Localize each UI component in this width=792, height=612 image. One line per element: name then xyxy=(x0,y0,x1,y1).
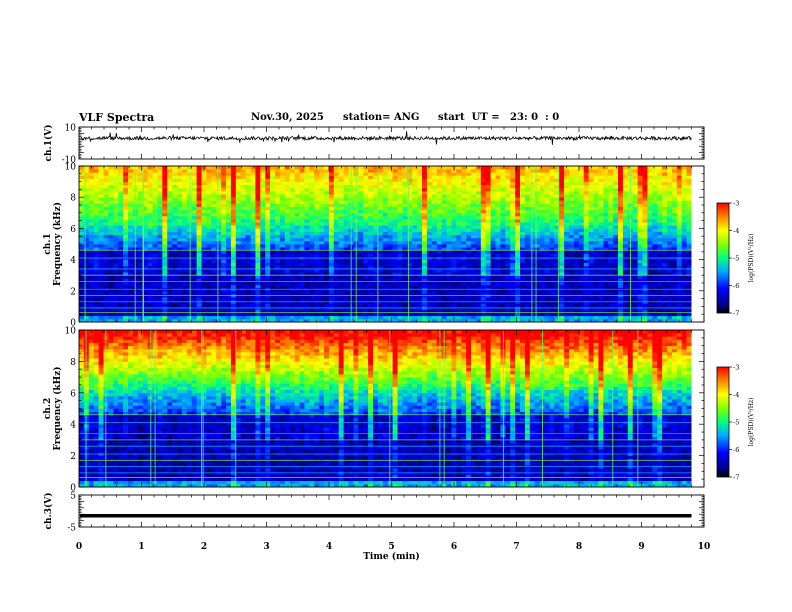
colorbar-tick-label: -3 xyxy=(733,200,739,208)
colorbar-tick-label: -3 xyxy=(733,364,739,372)
ytick-label-ch2-spectrogram: 8 xyxy=(70,358,76,368)
ytick-label-ch2-spectrogram: 0 xyxy=(70,484,76,494)
ytick-label-ch1-spectrogram: 4 xyxy=(70,256,76,266)
ytick-label-ch1-spectrogram: 6 xyxy=(70,225,76,235)
xtick-label: 0 xyxy=(76,542,82,552)
colorbar-label: log(PSD)(V²/Hz) xyxy=(748,398,755,447)
colorbar-tick-label: -6 xyxy=(733,282,739,290)
date-label: Nov.30, 2025 xyxy=(251,112,324,123)
ytick-label-ch1-spectrogram: 2 xyxy=(70,287,76,297)
ytick-label-ch1-waveform: 10 xyxy=(65,124,77,134)
ytick-label-ch1-spectrogram: 8 xyxy=(70,194,76,204)
xtick-label: 10 xyxy=(698,542,711,552)
ytick-label-ch3-waveform: -5 xyxy=(67,524,76,534)
colorbar-tick-label: -7 xyxy=(733,310,739,318)
x-axis-label: Time (min) xyxy=(363,551,420,562)
xtick-label: 1 xyxy=(138,542,144,552)
ytick-label-ch2-spectrogram: 2 xyxy=(70,452,76,462)
colorbar-tick-label: -5 xyxy=(733,419,739,427)
ylabel-ch1-waveform: ch.1(V) xyxy=(43,125,54,162)
xtick-label: 2 xyxy=(201,542,207,552)
ytick-label-ch2-spectrogram: 10 xyxy=(65,327,77,337)
xtick-label: 3 xyxy=(263,542,269,552)
ylabel-ch1-spectrogram: Frequency (kHz) xyxy=(52,202,63,286)
ylabel-ch2-spectrogram: Frequency (kHz) xyxy=(52,366,63,450)
xtick-label: 6 xyxy=(451,542,457,552)
xtick-label: 5 xyxy=(388,542,394,552)
colorbar-tick-label: -4 xyxy=(733,227,739,235)
channel-label-ch1-spectrogram: ch.1 xyxy=(43,233,53,254)
ytick-label-ch1-spectrogram: 0 xyxy=(70,319,76,329)
ch2-spectrogram xyxy=(79,330,704,488)
station-label: station= ANG xyxy=(343,112,420,123)
xtick-label: 8 xyxy=(576,542,582,552)
ch1-waveform-trace xyxy=(80,131,692,145)
colorbar-tick-label: -4 xyxy=(733,391,739,399)
start-time-label: start UT = 23: 0 : 0 xyxy=(438,112,560,123)
colorbar-tick-label: -5 xyxy=(733,255,739,263)
ytick-label-ch3-waveform: 5 xyxy=(70,492,76,502)
ytick-label-ch2-spectrogram: 6 xyxy=(70,389,76,399)
xtick-label: 9 xyxy=(638,542,644,552)
ch1-colorbar: -3 -4 -5 -6 -7 log(PSD)(V²/Hz) xyxy=(716,200,755,318)
ch1-spectrogram xyxy=(79,166,704,323)
colorbar-tick-label: -6 xyxy=(733,446,739,454)
colorbar-scale xyxy=(716,202,730,314)
ytick-label-ch1-spectrogram: 10 xyxy=(65,163,77,173)
xtick-label: 4 xyxy=(326,542,332,552)
colorbar-tick-label: -7 xyxy=(733,474,739,482)
figure-title: VLF Spectra xyxy=(79,111,155,124)
xtick-label: 7 xyxy=(513,542,519,552)
colorbar-label: log(PSD)(V²/Hz) xyxy=(748,234,755,283)
ytick-label-ch1-waveform: -10 xyxy=(62,156,77,166)
ch2-colorbar: -3 -4 -5 -6 -7 log(PSD)(V²/Hz) xyxy=(716,364,755,482)
colorbar-scale xyxy=(716,366,730,478)
ytick-label-ch2-spectrogram: 4 xyxy=(70,421,76,431)
ylabel-ch3-waveform: ch.3(V) xyxy=(43,493,54,530)
channel-label-ch2-spectrogram: ch.2 xyxy=(43,398,53,419)
